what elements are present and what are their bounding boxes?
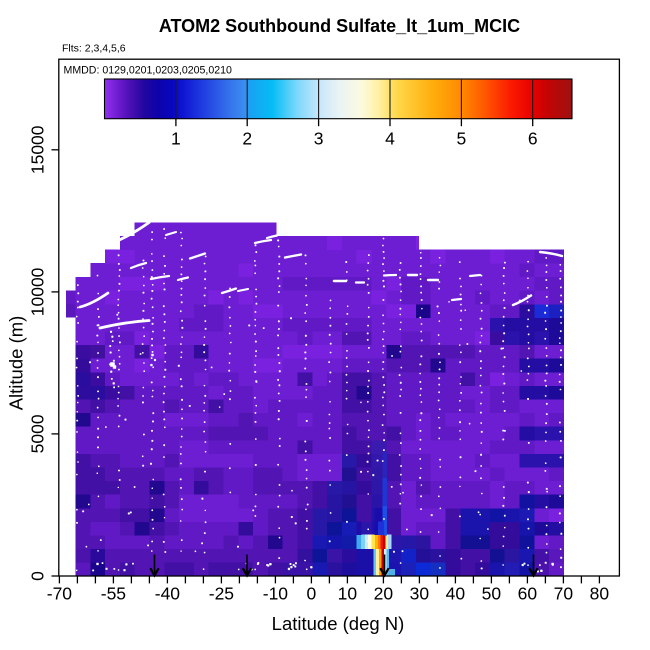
svg-text:ATOM2 Southbound Sulfate_lt_1u: ATOM2 Southbound Sulfate_lt_1um_MCIC: [159, 16, 520, 36]
svg-text:40: 40: [446, 584, 466, 604]
svg-text:MMDD: 0129,0201,0203,0205,0210: MMDD: 0129,0201,0203,0205,0210: [64, 65, 233, 77]
svg-text:10000: 10000: [28, 267, 48, 316]
svg-text:Altitude (m): Altitude (m): [6, 316, 27, 411]
svg-text:1: 1: [171, 129, 181, 149]
svg-text:-40: -40: [155, 584, 181, 604]
svg-text:Flts: 2,3,4,5,6: Flts: 2,3,4,5,6: [62, 43, 126, 55]
svg-text:10: 10: [338, 584, 358, 604]
svg-text:80: 80: [590, 584, 610, 604]
svg-text:-25: -25: [209, 584, 234, 604]
svg-text:-10: -10: [263, 584, 289, 604]
svg-text:15000: 15000: [28, 125, 48, 174]
svg-text:2: 2: [242, 129, 252, 149]
svg-text:-70: -70: [47, 584, 73, 604]
svg-text:0: 0: [307, 584, 317, 604]
svg-text:60: 60: [518, 584, 538, 604]
svg-text:Latitude (deg N): Latitude (deg N): [272, 613, 405, 634]
svg-text:-55: -55: [101, 584, 126, 604]
svg-text:50: 50: [482, 584, 502, 604]
svg-text:5: 5: [457, 129, 467, 149]
svg-text:4: 4: [385, 129, 395, 149]
svg-text:20: 20: [374, 584, 394, 604]
svg-text:70: 70: [554, 584, 574, 604]
svg-text:3: 3: [314, 129, 324, 149]
svg-text:0: 0: [28, 571, 48, 581]
svg-text:30: 30: [410, 584, 430, 604]
svg-text:5000: 5000: [28, 414, 48, 453]
svg-text:6: 6: [528, 129, 538, 149]
